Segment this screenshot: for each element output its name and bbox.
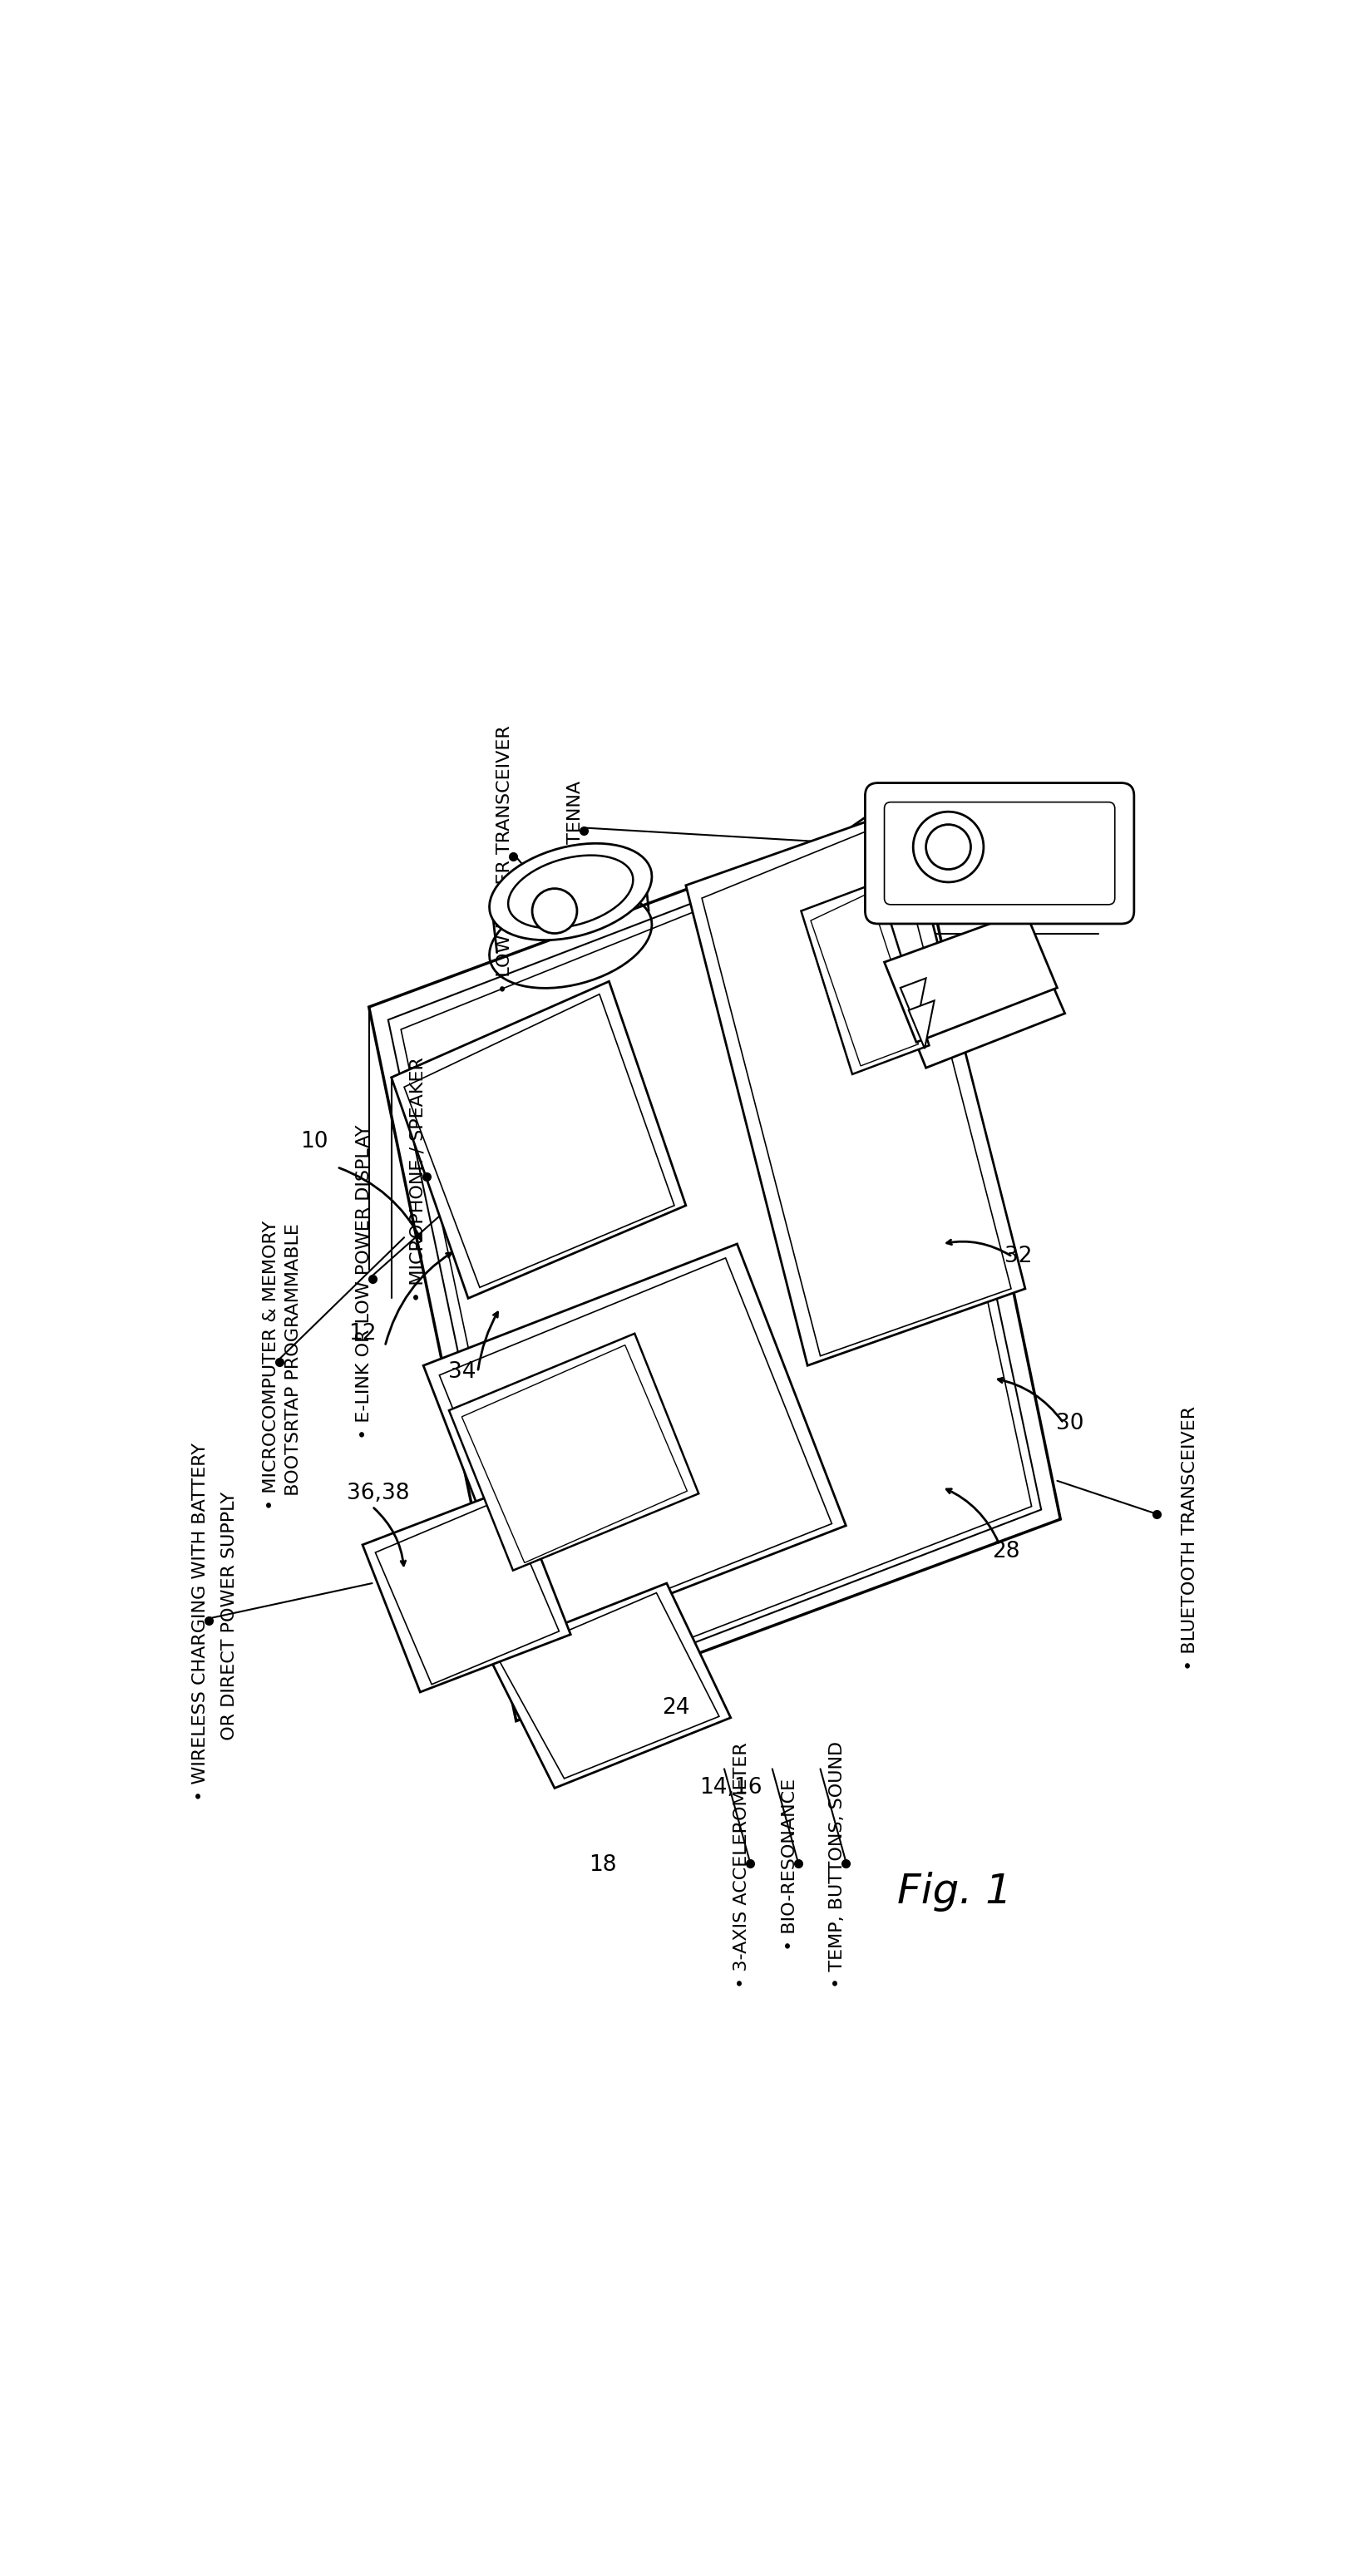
Text: • TEMP, BUTTONS, SOUND: • TEMP, BUTTONS, SOUND bbox=[829, 1741, 846, 1989]
Text: 24: 24 bbox=[662, 1698, 691, 1718]
Polygon shape bbox=[369, 806, 1061, 1721]
Text: 32: 32 bbox=[1005, 1247, 1032, 1267]
Text: • BIO-RESONANCE: • BIO-RESONANCE bbox=[782, 1780, 798, 1950]
Ellipse shape bbox=[533, 889, 577, 933]
Text: 30: 30 bbox=[1056, 1412, 1084, 1435]
Polygon shape bbox=[893, 938, 1065, 1069]
FancyBboxPatch shape bbox=[865, 783, 1135, 925]
Polygon shape bbox=[908, 999, 934, 1048]
Text: • 3-AXIS ACCELEROMETER: • 3-AXIS ACCELEROMETER bbox=[733, 1741, 750, 1989]
Text: • ANTENNA: • ANTENNA bbox=[567, 781, 583, 886]
Text: • MICROPHONE / SPEAKER: • MICROPHONE / SPEAKER bbox=[410, 1056, 426, 1303]
Text: 34: 34 bbox=[448, 1360, 475, 1383]
Text: Fig. 1: Fig. 1 bbox=[898, 1870, 1012, 1911]
Ellipse shape bbox=[913, 811, 983, 881]
Polygon shape bbox=[488, 1584, 730, 1788]
Polygon shape bbox=[391, 981, 686, 1298]
Text: • BLUETOOTH TRANSCEIVER: • BLUETOOTH TRANSCEIVER bbox=[1181, 1406, 1199, 1672]
Text: 14,16: 14,16 bbox=[699, 1777, 763, 1798]
Polygon shape bbox=[900, 979, 926, 1025]
Text: 18: 18 bbox=[588, 1855, 617, 1875]
Text: 36,38: 36,38 bbox=[346, 1484, 410, 1504]
Text: • WIRELESS CHARGING WITH BATTERY: • WIRELESS CHARGING WITH BATTERY bbox=[192, 1443, 208, 1801]
Ellipse shape bbox=[489, 842, 652, 940]
Polygon shape bbox=[424, 1244, 846, 1646]
Polygon shape bbox=[884, 912, 1057, 1043]
Polygon shape bbox=[362, 1486, 571, 1692]
Text: 10: 10 bbox=[301, 1131, 328, 1151]
Polygon shape bbox=[686, 809, 1026, 1365]
Text: 28: 28 bbox=[992, 1540, 1020, 1561]
Text: • MICROCOMPUTER & MEMORY: • MICROCOMPUTER & MEMORY bbox=[263, 1221, 279, 1510]
Polygon shape bbox=[801, 881, 929, 1074]
Polygon shape bbox=[449, 1334, 699, 1571]
Text: • E-LINK OR LOW POWER DISPLAY: • E-LINK OR LOW POWER DISPLAY bbox=[355, 1126, 372, 1440]
Text: • LOW POWER TRANSCEIVER: • LOW POWER TRANSCEIVER bbox=[496, 726, 513, 994]
Text: 12: 12 bbox=[349, 1321, 376, 1345]
Text: BOOTSRTAP PROGRAMMABLE: BOOTSRTAP PROGRAMMABLE bbox=[285, 1224, 302, 1507]
Text: OR DIRECT POWER SUPPLY: OR DIRECT POWER SUPPLY bbox=[221, 1492, 238, 1752]
